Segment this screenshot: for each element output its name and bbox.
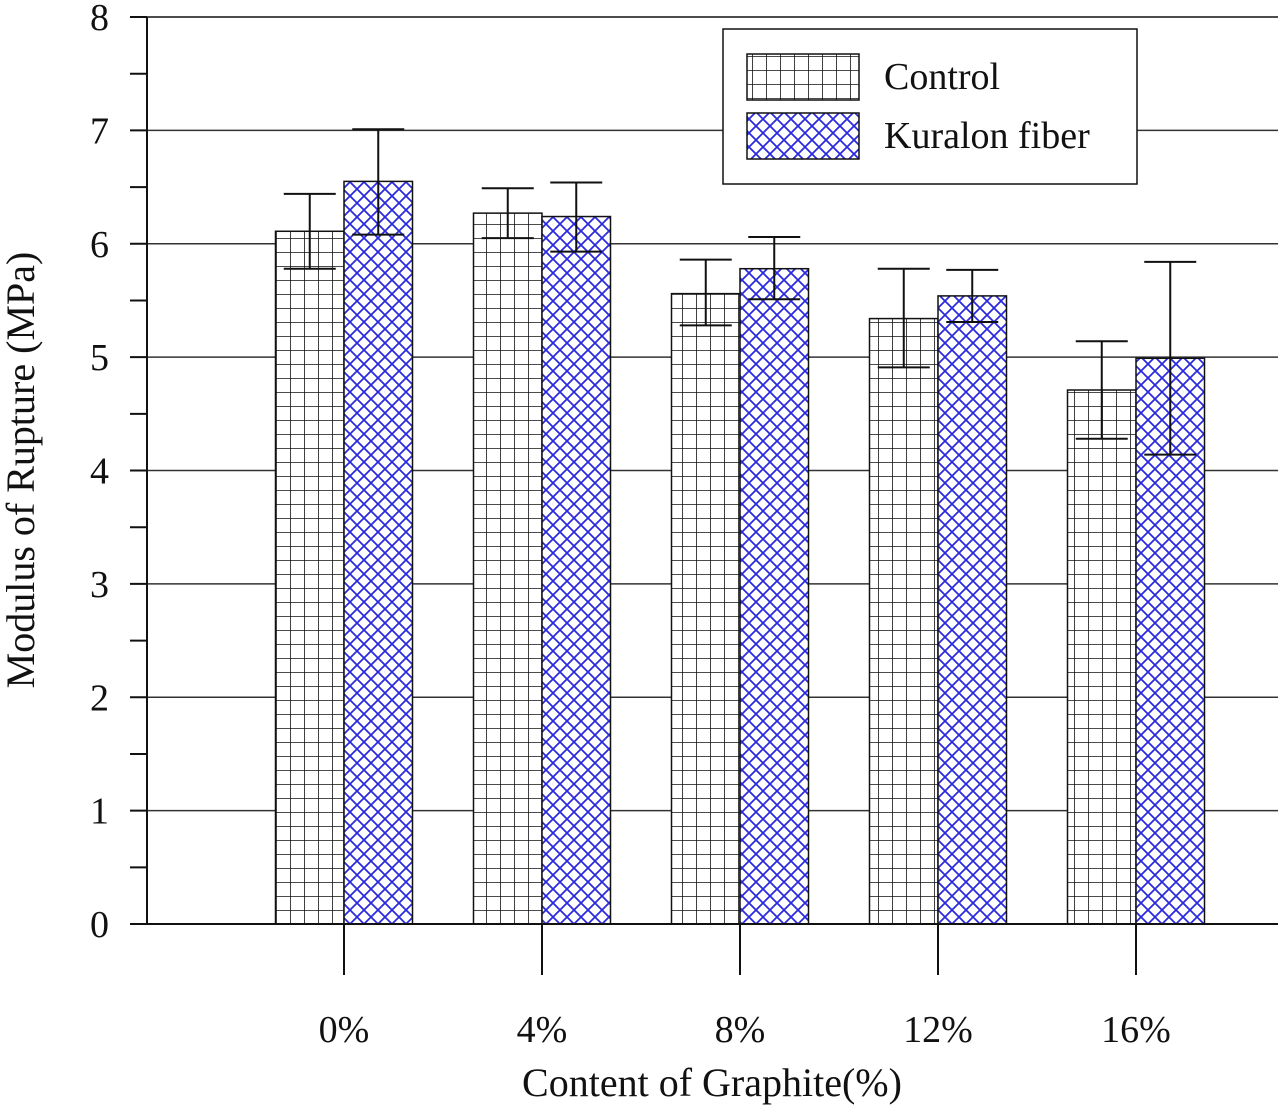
- x-tick-labels: 0% 4% 8% 12% 16%: [319, 1009, 1171, 1051]
- legend-label-control: Control: [884, 56, 1000, 98]
- bar-kuralon-12%: [937, 295, 1008, 925]
- bar-kuralon-8%: [739, 267, 810, 925]
- legend-swatch-control: [746, 53, 860, 101]
- y-tick-label: 1: [90, 791, 109, 833]
- x-tick-label: 16%: [1101, 1009, 1171, 1051]
- bars: [274, 180, 1206, 925]
- y-tick-labels: 0 1 2 3 4 5 6 7 8: [90, 0, 109, 946]
- y-tick-label: 3: [90, 564, 109, 606]
- y-tick-label: 0: [90, 904, 109, 946]
- legend: Control Kuralon fiber: [722, 28, 1138, 185]
- axes: [130, 16, 1278, 975]
- x-axis-label: Content of Graphite(%): [522, 1060, 902, 1105]
- error-bars: [283, 128, 1197, 456]
- bar-kuralon-0%: [343, 180, 414, 925]
- x-tick-label: 12%: [903, 1009, 973, 1051]
- bar-control-0%: [274, 230, 345, 925]
- y-tick-label: 5: [90, 337, 109, 379]
- legend-label-kuralon: Kuralon fiber: [884, 115, 1090, 157]
- y-tick-label: 8: [90, 0, 109, 39]
- legend-swatch-kuralon: [746, 112, 860, 160]
- x-tick-label: 8%: [715, 1009, 766, 1051]
- bar-control-8%: [670, 292, 741, 925]
- y-tick-label: 7: [90, 110, 109, 152]
- bar-control-12%: [868, 317, 939, 925]
- y-tick-label: 6: [90, 224, 109, 266]
- y-axis-label: Modulus of Rupture (MPa): [0, 252, 43, 689]
- y-tick-label: 4: [90, 451, 109, 493]
- x-tick-label: 0%: [319, 1009, 370, 1051]
- bar-control-16%: [1066, 389, 1137, 925]
- bar-kuralon-4%: [541, 215, 612, 925]
- bar-control-4%: [472, 212, 543, 925]
- x-tick-label: 4%: [517, 1009, 568, 1051]
- y-tick-label: 2: [90, 677, 109, 719]
